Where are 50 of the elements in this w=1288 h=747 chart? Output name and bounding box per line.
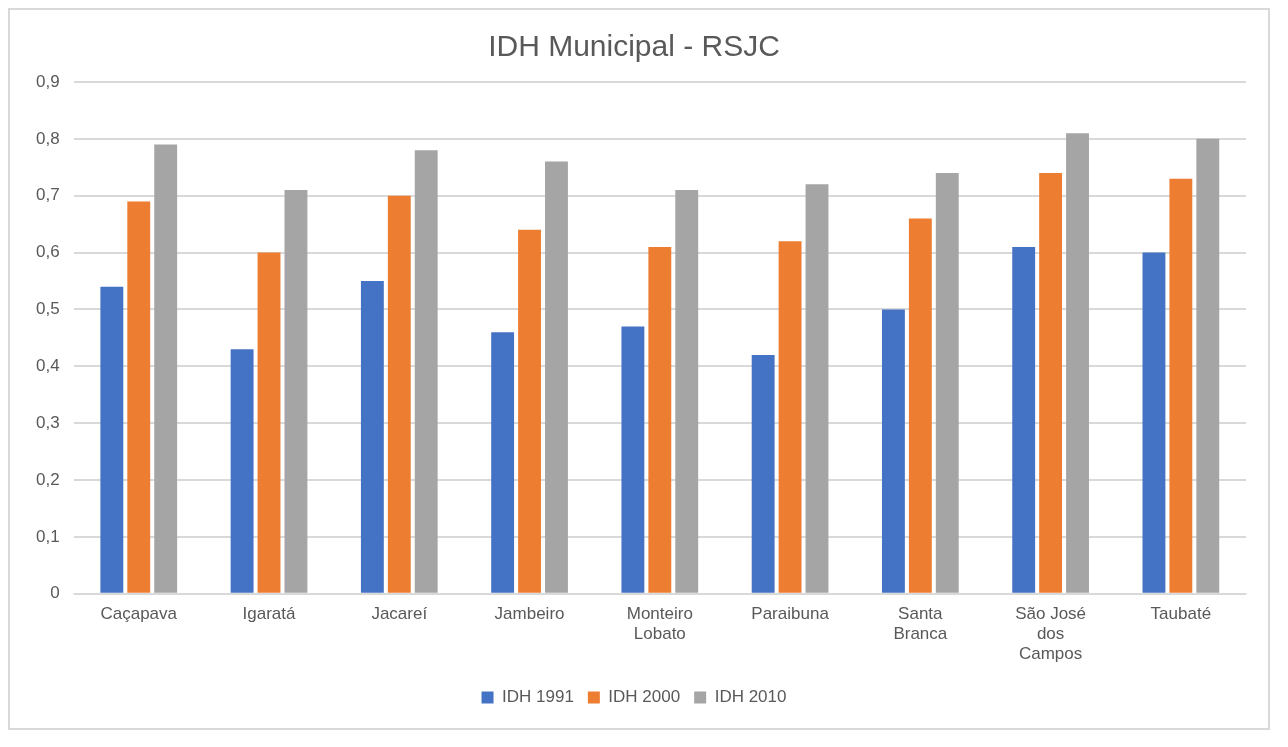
- y-tick-label: 0,7: [35, 185, 60, 205]
- x-tick-label: Jacareí: [371, 603, 428, 623]
- x-tick-label: Caçapava: [100, 603, 178, 623]
- bar: [1169, 178, 1193, 593]
- y-tick-label: 0,9: [35, 71, 60, 91]
- bar: [805, 184, 829, 593]
- bar: [1039, 172, 1063, 593]
- bar: [518, 229, 541, 593]
- bar: [100, 286, 124, 593]
- bar: [778, 241, 802, 593]
- bar: [935, 172, 959, 593]
- legend-label: IDH 2010: [714, 687, 787, 707]
- y-tick-label: 0,8: [35, 128, 60, 148]
- legend-label: IDH 2000: [608, 687, 681, 707]
- bar: [908, 218, 932, 593]
- bar: [621, 326, 645, 593]
- x-tick-label: Santa Branca: [893, 603, 948, 644]
- y-tick-label: 0,3: [35, 412, 60, 432]
- chart-title: IDH Municipal - RSJC: [488, 29, 780, 63]
- x-tick-label: Taubaté: [1150, 603, 1212, 623]
- y-tick-label: 0,1: [35, 526, 60, 546]
- x-tick-label: Igaratá: [242, 603, 297, 623]
- bar: [360, 281, 384, 593]
- bar: [675, 190, 699, 593]
- bar: [414, 150, 438, 593]
- bar: [127, 201, 151, 593]
- bar: [284, 190, 308, 593]
- bar: [881, 309, 905, 593]
- bar: [1066, 133, 1089, 593]
- bar: [545, 161, 568, 593]
- bar: [491, 332, 515, 593]
- bar: [648, 246, 672, 593]
- x-tick-label: Jambeiro: [494, 603, 565, 623]
- y-tick-label: 0,2: [35, 469, 60, 489]
- y-tick-label: 0,6: [35, 242, 60, 262]
- legend-label: IDH 1991: [502, 687, 574, 707]
- bar: [1196, 138, 1220, 593]
- y-tick-label: 0: [50, 583, 60, 603]
- bar: [751, 354, 775, 593]
- y-tick-label: 0,5: [35, 299, 60, 319]
- bar: [387, 195, 411, 593]
- x-tick-label: São José dos Campos: [1015, 603, 1087, 664]
- x-tick-label: Monteiro Lobato: [626, 603, 693, 644]
- bar: [1142, 252, 1166, 593]
- bar: [257, 252, 281, 593]
- bar: [154, 144, 178, 593]
- bar: [1012, 246, 1036, 593]
- x-tick-label: Paraibuna: [751, 603, 830, 623]
- y-tick-label: 0,4: [35, 356, 60, 376]
- bar: [230, 349, 254, 593]
